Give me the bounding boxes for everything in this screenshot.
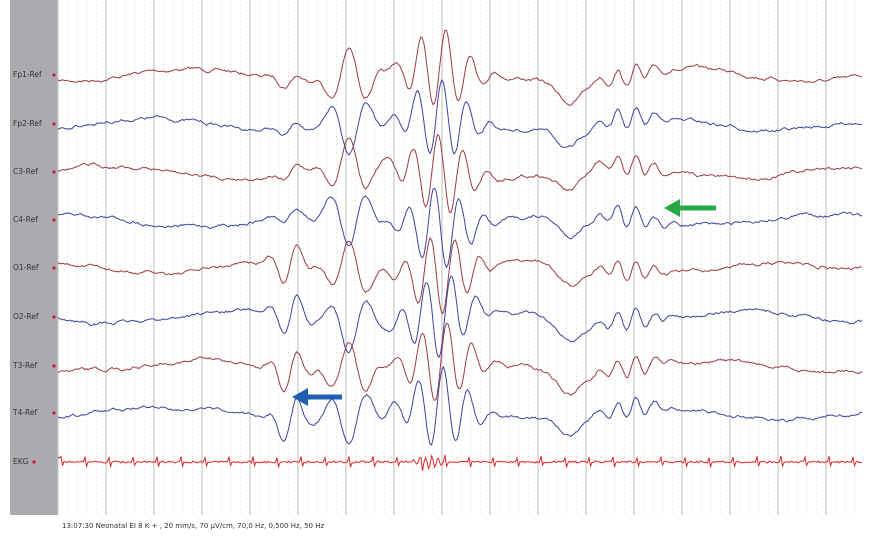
status-bar [58, 515, 862, 534]
grid [57, 0, 856, 515]
channel-label: C4-Ref [13, 215, 38, 224]
channel-label-panel [10, 0, 58, 515]
channel-dot [52, 170, 56, 174]
ekg-trace [57, 454, 863, 471]
channel-label: Fp1-Ref [13, 70, 42, 79]
eeg-trace [57, 78, 863, 156]
channel-dot [52, 315, 56, 319]
eeg-trace [58, 322, 863, 401]
green-arrow [664, 199, 716, 217]
channel-label: T4-Ref [12, 408, 38, 417]
channel-label: Fp2-Ref [13, 119, 42, 128]
channel-labels: Fp1-Ref Fp2-Ref C3-Ref C4-Ref O1-Ref O2-Ref T3… [12, 70, 56, 466]
eeg-trace [57, 274, 863, 359]
channel-dot [52, 218, 56, 222]
channel-dot [52, 266, 56, 270]
eeg-trace [57, 236, 863, 315]
blue-arrow [292, 388, 342, 406]
channel-label: O2-Ref [13, 312, 39, 321]
channel-label: T3-Ref [12, 361, 38, 370]
status-text: 13:07:30 Neonatal EI 8 K + , 20 mm/s, 70… [62, 522, 324, 530]
channel-dot [52, 364, 56, 368]
eeg-trace [57, 29, 863, 106]
channel-label: C3-Ref [13, 167, 38, 176]
channel-label: EKG [13, 457, 29, 466]
eeg-trace [57, 365, 863, 446]
channel-dot [52, 411, 56, 415]
channel-dot [32, 460, 36, 464]
channel-label: O1-Ref [13, 263, 39, 272]
channel-dot [52, 122, 56, 126]
channel-dot [52, 73, 56, 77]
traces [57, 29, 863, 471]
eeg-trace [57, 133, 863, 214]
eeg-trace [57, 187, 863, 269]
